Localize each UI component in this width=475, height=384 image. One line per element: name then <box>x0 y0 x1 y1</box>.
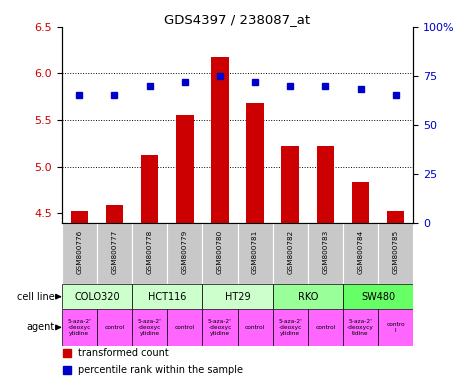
Bar <box>62 223 97 284</box>
Bar <box>378 309 413 346</box>
Text: HT29: HT29 <box>225 291 250 302</box>
Bar <box>132 223 167 284</box>
Bar <box>343 309 378 346</box>
Bar <box>167 309 202 346</box>
Text: RKO: RKO <box>298 291 318 302</box>
Text: GSM800777: GSM800777 <box>112 230 117 274</box>
Bar <box>141 156 158 223</box>
Text: cell line: cell line <box>17 291 55 302</box>
Text: SW480: SW480 <box>361 291 395 302</box>
Text: GSM800780: GSM800780 <box>217 230 223 274</box>
Text: GSM800776: GSM800776 <box>76 230 82 274</box>
Bar <box>211 57 228 223</box>
Text: GSM800783: GSM800783 <box>323 230 328 274</box>
Bar <box>308 223 343 284</box>
Bar <box>378 223 413 284</box>
Bar <box>273 309 308 346</box>
Bar <box>202 309 238 346</box>
Bar <box>238 309 273 346</box>
Text: GSM800782: GSM800782 <box>287 230 293 274</box>
Bar <box>62 284 132 309</box>
Bar <box>387 211 404 223</box>
Bar <box>62 309 97 346</box>
Bar <box>247 103 264 223</box>
Bar <box>97 309 132 346</box>
Bar <box>273 223 308 284</box>
Text: control: control <box>315 325 335 330</box>
Bar <box>343 223 378 284</box>
Text: 5-aza-2'
-deoxycy
tidine: 5-aza-2' -deoxycy tidine <box>347 319 374 336</box>
Bar <box>316 146 334 223</box>
Text: percentile rank within the sample: percentile rank within the sample <box>77 365 243 375</box>
Bar <box>308 309 343 346</box>
Bar <box>132 309 167 346</box>
Text: control: control <box>245 325 265 330</box>
Bar <box>343 284 413 309</box>
Text: GSM800781: GSM800781 <box>252 230 258 274</box>
Text: contro
l: contro l <box>386 322 405 333</box>
Bar <box>167 223 202 284</box>
Text: 5-aza-2'
-deoxyc
ytidine: 5-aza-2' -deoxyc ytidine <box>67 319 91 336</box>
Bar <box>281 146 299 223</box>
Bar <box>71 211 88 223</box>
Text: HCT116: HCT116 <box>148 291 186 302</box>
Bar <box>202 223 238 284</box>
Text: COLO320: COLO320 <box>74 291 120 302</box>
Bar <box>97 223 132 284</box>
Text: GSM800778: GSM800778 <box>147 230 152 274</box>
Bar <box>202 284 273 309</box>
Bar <box>132 284 202 309</box>
Text: transformed count: transformed count <box>77 348 168 358</box>
Bar <box>352 182 369 223</box>
Text: 5-aza-2'
-deoxyc
ytidine: 5-aza-2' -deoxyc ytidine <box>138 319 162 336</box>
Bar <box>273 284 343 309</box>
Text: GSM800785: GSM800785 <box>393 230 399 274</box>
Text: control: control <box>104 325 124 330</box>
Text: 5-aza-2'
-deoxyc
ytidine: 5-aza-2' -deoxyc ytidine <box>278 319 302 336</box>
Title: GDS4397 / 238087_at: GDS4397 / 238087_at <box>164 13 311 26</box>
Bar <box>238 223 273 284</box>
Bar <box>105 205 124 223</box>
Bar <box>176 116 194 223</box>
Text: agent: agent <box>27 323 55 333</box>
Text: GSM800779: GSM800779 <box>182 230 188 274</box>
Text: 5-aza-2'
-deoxyc
ytidine: 5-aza-2' -deoxyc ytidine <box>208 319 232 336</box>
Text: control: control <box>175 325 195 330</box>
Text: GSM800784: GSM800784 <box>358 230 363 274</box>
